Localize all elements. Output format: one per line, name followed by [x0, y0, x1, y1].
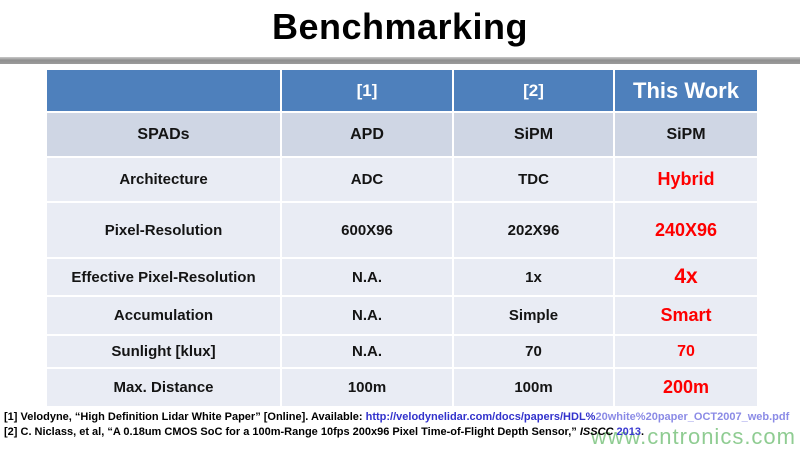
cell-value: SiPM	[613, 111, 759, 158]
header-this-work: This Work	[613, 68, 759, 113]
watermark-cntronics: www.cntronics.com	[590, 424, 796, 449]
cell-value: 1x	[452, 257, 615, 297]
row-label-pixel-resolution: Pixel-Resolution	[45, 201, 282, 259]
slide-title: Benchmarking	[271, 6, 529, 47]
table-row: Sunlight [klux] N.A. 70 70	[45, 334, 759, 369]
table-row: Max. Distance 100m 100m 200m	[45, 367, 759, 408]
table-row: Architecture ADC TDC Hybrid	[45, 156, 759, 203]
cell-value: N.A.	[280, 295, 454, 336]
references: [1] Velodyne, “High Definition Lidar Whi…	[4, 410, 798, 439]
cell-value-highlight: 240X96	[613, 201, 759, 259]
reference-2-text: [2] C. Niclass, et al, “A 0.18um CMOS So…	[4, 425, 580, 438]
table-row: SPADs APD SiPM SiPM	[45, 111, 759, 158]
cell-value: N.A.	[280, 257, 454, 297]
reference-2-year: 2013	[613, 425, 641, 438]
title-divider	[0, 57, 800, 64]
header-ref2: [2]	[452, 68, 615, 113]
cell-value-highlight: 200m	[613, 367, 759, 408]
reference-1-link-tail[interactable]: 20white%20paper_OCT2007_web.pdf	[595, 411, 790, 423]
row-label-spads: SPADs	[45, 111, 282, 158]
cell-value: 600X96	[280, 201, 454, 259]
reference-1: [1] Velodyne, “High Definition Lidar Whi…	[4, 410, 798, 425]
cell-value: N.A.	[280, 334, 454, 369]
row-label-accumulation: Accumulation	[45, 295, 282, 336]
reference-2: [2] C. Niclass, et al, “A 0.18um CMOS So…	[4, 425, 798, 440]
cell-value: 100m	[280, 367, 454, 408]
cell-value: 202X96	[452, 201, 615, 259]
row-label-sunlight: Sunlight [klux]	[45, 334, 282, 369]
reference-1-text: [1] Velodyne, “High Definition Lidar Whi…	[4, 411, 366, 423]
row-label-effective-pixel-resolution: Effective Pixel-Resolution	[45, 257, 282, 297]
cell-value-highlight: 70	[613, 334, 759, 369]
benchmark-table: [1] [2] This Work SPADs APD SiPM SiPM Ar…	[45, 68, 759, 408]
cell-value: APD	[280, 111, 454, 158]
row-label-max-distance: Max. Distance	[45, 367, 282, 408]
cell-value-highlight: 4x	[613, 257, 759, 297]
table-row: Effective Pixel-Resolution N.A. 1x 4x	[45, 257, 759, 297]
cell-value: ADC	[280, 156, 454, 203]
header-ref1: [1]	[280, 68, 454, 113]
row-label-architecture: Architecture	[45, 156, 282, 203]
cell-value: 100m	[452, 367, 615, 408]
cell-value: SiPM	[452, 111, 615, 158]
reference-2-venue: ISSCC	[579, 425, 614, 438]
header-empty	[45, 68, 282, 113]
cell-value: 70	[452, 334, 615, 369]
cell-value: Simple	[452, 295, 615, 336]
table-row: Accumulation N.A. Simple Smart	[45, 295, 759, 336]
table-header-row: [1] [2] This Work	[45, 68, 759, 113]
cell-value-highlight: Smart	[613, 295, 759, 336]
cell-value: TDC	[452, 156, 615, 203]
reference-2-period: .	[641, 425, 645, 438]
cell-value-highlight: Hybrid	[613, 156, 759, 203]
table-row: Pixel-Resolution 600X96 202X96 240X96	[45, 201, 759, 259]
reference-1-link[interactable]: http://velodynelidar.com/docs/papers/HDL…	[365, 411, 596, 423]
